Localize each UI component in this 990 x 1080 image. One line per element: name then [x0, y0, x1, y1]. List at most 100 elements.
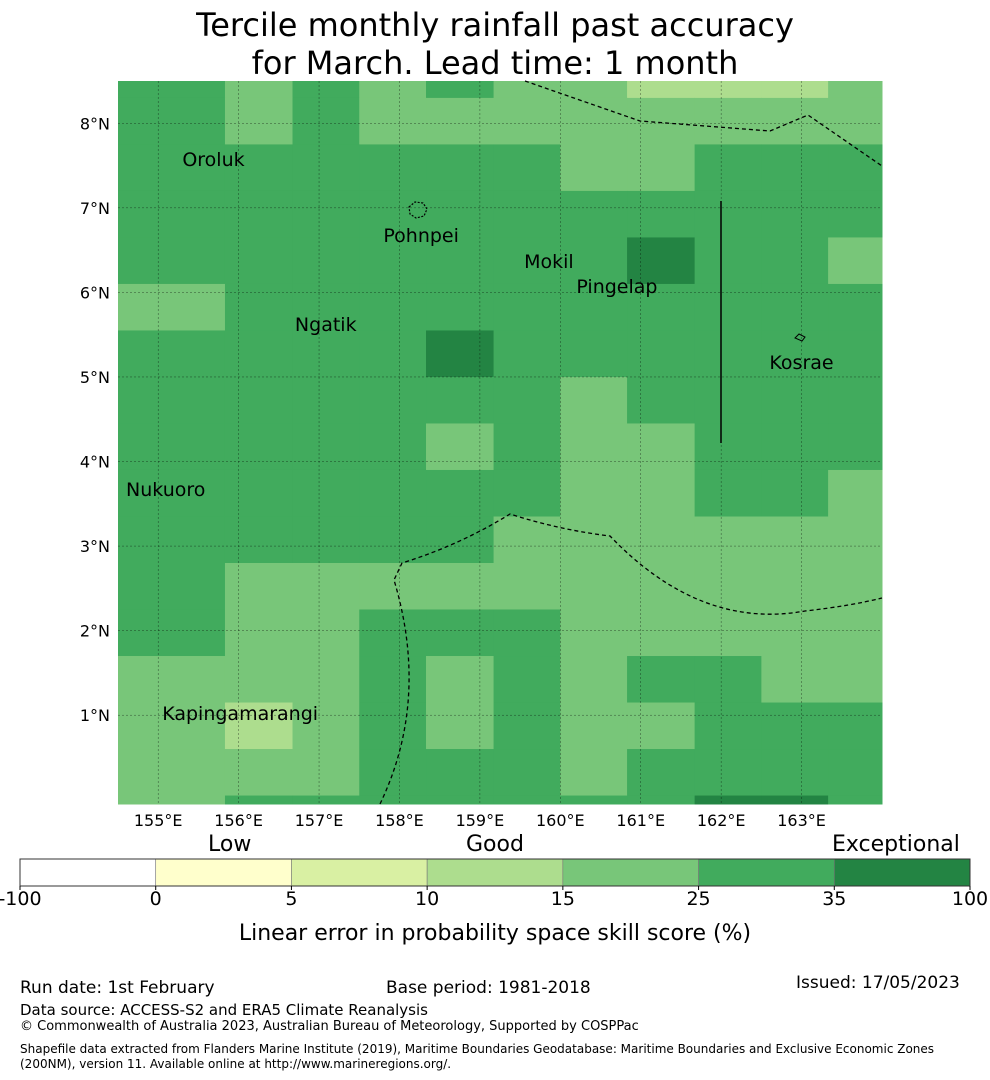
skill-cell [359, 97, 427, 145]
skill-cell [761, 795, 829, 805]
legend-category-good: Good [466, 832, 524, 857]
lat-tick-label: 8°N [80, 114, 110, 133]
colorbar-segment [291, 858, 428, 887]
skill-cell [224, 423, 294, 471]
skill-cell [426, 376, 495, 424]
lon-tick-label: 159°E [456, 811, 505, 830]
skill-cell [627, 469, 696, 517]
skill-cell [426, 97, 495, 145]
lat-tick-label: 1°N [80, 706, 110, 725]
skill-cell [694, 237, 762, 285]
skill-cell [292, 516, 360, 564]
skill-cell [118, 702, 226, 750]
skill-cell [694, 656, 762, 704]
skill-cell [560, 516, 628, 564]
skill-cell [359, 749, 427, 797]
skill-cell [694, 609, 762, 657]
skill-cell [627, 656, 696, 704]
legend-category-low: Low [208, 832, 252, 857]
skill-cell [426, 609, 495, 657]
skill-cell [828, 81, 883, 99]
issued-date: Issued: 17/05/2023 [796, 973, 960, 993]
place-label: Kapingamarangi [162, 703, 319, 726]
skill-cell [761, 237, 829, 285]
copyright: © Commonwealth of Australia 2023, Austra… [20, 1019, 639, 1034]
colorbar-tick-label: 0 [149, 888, 162, 910]
lon-tick-label: 162°E [697, 811, 746, 830]
skill-cell [761, 144, 829, 192]
skill-cell [761, 469, 829, 517]
skill-cell [493, 237, 561, 285]
skill-cell [493, 190, 561, 238]
skill-cell [292, 609, 360, 657]
run-date: Run date: 1st February [20, 978, 215, 998]
skill-cell [292, 656, 360, 704]
skill-cell [118, 81, 226, 99]
skill-cell [118, 190, 226, 238]
colorbar-tick-label: 10 [415, 888, 440, 910]
place-label: Pohnpei [383, 225, 459, 248]
skill-cell [426, 469, 495, 517]
colorbar [19, 858, 971, 890]
skill-cell [359, 144, 427, 192]
skill-cell [560, 237, 628, 285]
skill-cell [292, 330, 360, 378]
skill-cell [224, 656, 294, 704]
colorbar-tick-label: 25 [686, 888, 711, 910]
colorbar-segment [426, 858, 564, 887]
skill-cell [761, 423, 829, 471]
skill-cell [627, 563, 696, 611]
skill-cell [426, 702, 495, 750]
skill-cell [292, 376, 360, 424]
skill-cell [694, 563, 762, 611]
skill-cell [118, 423, 226, 471]
skill-cell [118, 563, 226, 611]
axis-ticks: 155°E 156°E 157°E 158°E 159°E 160°E 161°E 162°E… [80, 114, 826, 830]
skill-cell [560, 563, 628, 611]
skill-cell [694, 144, 762, 192]
skill-cell [118, 144, 226, 192]
skill-cell [560, 656, 628, 704]
skill-cell [426, 144, 495, 192]
legend-category-exceptional: Exceptional [832, 832, 960, 857]
colorbar-segment [562, 858, 699, 887]
skill-cell [426, 237, 495, 285]
skill-cell [560, 469, 628, 517]
skill-cell [627, 190, 696, 238]
lat-tick-label: 5°N [80, 368, 110, 387]
skill-cell [627, 423, 696, 471]
skill-cell [627, 97, 696, 145]
colorbar-segment [833, 858, 971, 887]
skill-cell [118, 516, 226, 564]
skill-cell [761, 749, 829, 797]
skill-cell [426, 81, 495, 99]
skill-cell [828, 563, 883, 611]
lat-tick-label: 3°N [80, 537, 110, 556]
lat-tick-label: 6°N [80, 283, 110, 302]
skill-cell [627, 702, 696, 750]
skill-cell [493, 81, 561, 99]
skill-cell [224, 609, 294, 657]
title-line-2: for March. Lead time: 1 month [251, 44, 739, 82]
lon-tick-label: 160°E [536, 811, 585, 830]
skill-cell [224, 144, 294, 192]
place-label: Ngatik [294, 314, 357, 337]
skill-cell [694, 795, 762, 805]
skill-cell [292, 97, 360, 145]
skill-cell [292, 283, 360, 331]
skill-cell [224, 237, 294, 285]
skill-cell [493, 423, 561, 471]
skill-cell [292, 423, 360, 471]
colorbar-segment [19, 858, 157, 887]
shapefile-credit: Shapefile data extracted from Flanders M… [20, 1042, 935, 1071]
skill-cell [828, 749, 883, 797]
place-label: Mokil [524, 250, 574, 273]
skill-cell [828, 190, 883, 238]
skill-cell [828, 237, 883, 285]
skill-cell [493, 702, 561, 750]
skill-cell [828, 702, 883, 750]
skill-cell [292, 749, 360, 797]
skill-cell [359, 190, 427, 238]
skill-cell [118, 656, 226, 704]
skill-cell [359, 656, 427, 704]
